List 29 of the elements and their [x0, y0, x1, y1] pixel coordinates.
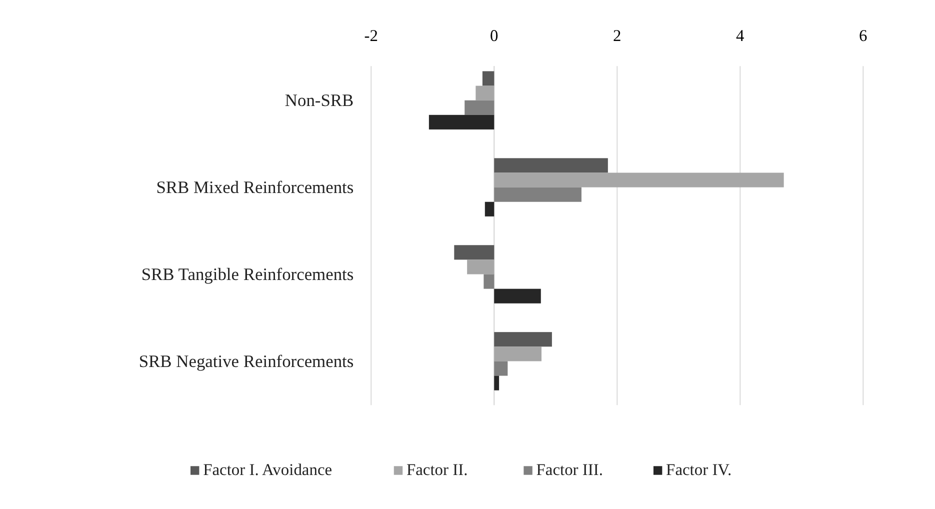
bar: [482, 71, 494, 86]
legend-label: Factor III.: [536, 460, 603, 479]
bar: [467, 260, 494, 274]
bar: [454, 245, 494, 260]
y-tick-label: SRB Tangible Reinforcements: [141, 264, 354, 284]
legend-label: Factor I. Avoidance: [203, 460, 332, 479]
bar: [494, 172, 784, 188]
bar: [494, 332, 552, 347]
y-tick-label: SRB Negative Reinforcements: [138, 351, 354, 372]
bar: [428, 114, 494, 130]
bar: [476, 86, 494, 100]
bar: [494, 361, 508, 376]
y-tick-label: Non-SRB: [284, 90, 354, 110]
x-tick-label: 6: [859, 26, 868, 45]
legend-label: Factor IV.: [666, 460, 732, 479]
bar: [494, 158, 608, 173]
bar: [494, 346, 542, 362]
x-tick-label: 2: [613, 26, 622, 45]
x-tick-label: 0: [490, 26, 498, 45]
bar: [494, 288, 541, 304]
bar: [484, 202, 494, 216]
bar: [464, 100, 494, 115]
bar: [484, 274, 494, 289]
bar: [494, 187, 582, 202]
x-tick-label: 4: [736, 26, 744, 45]
y-tick-label: SRB Mixed Reinforcements: [156, 177, 354, 198]
legend-label: Factor II.: [406, 460, 468, 479]
bar: [494, 376, 500, 390]
x-tick-label: -2: [364, 26, 378, 45]
